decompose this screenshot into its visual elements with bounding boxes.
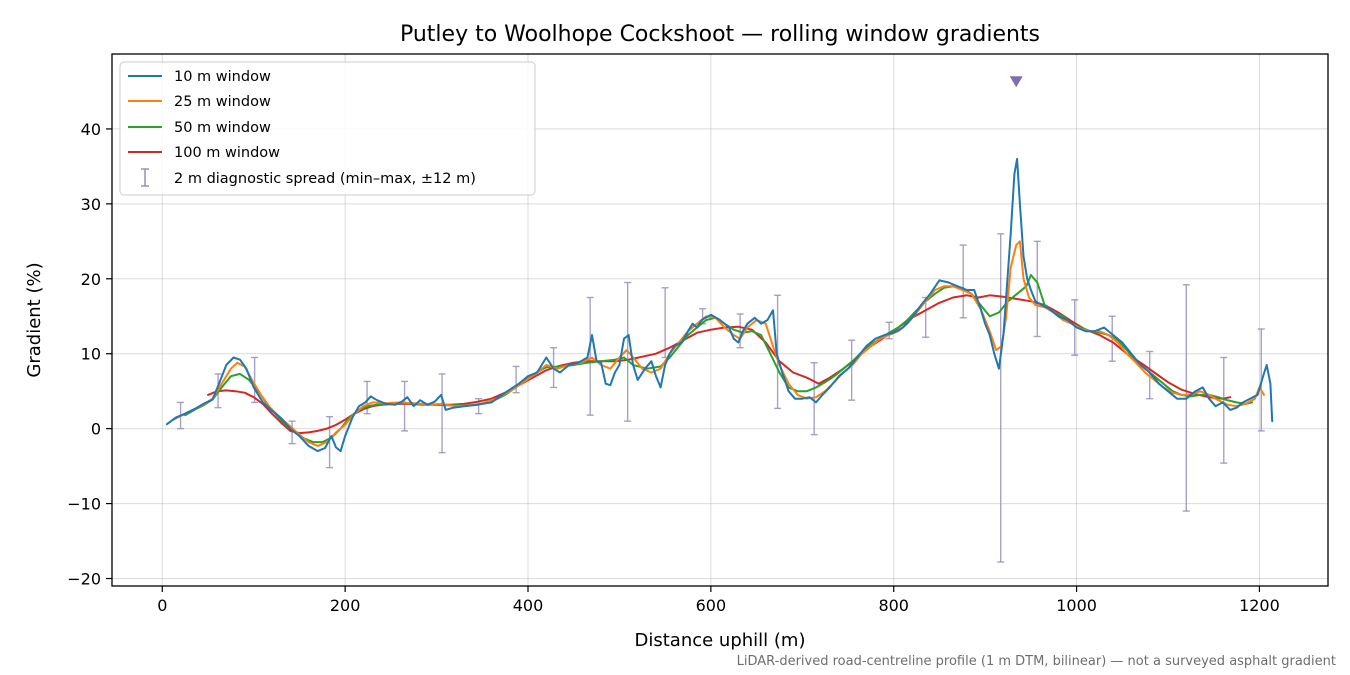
diagnostic-spread-bar (1033, 240, 1041, 338)
peak-marker (1009, 76, 1023, 88)
axis-ticks: 0 200 400 600 800 1000 1200 −20 −10 0 10 20 30 40 (67, 120, 1280, 615)
chart-title: Putley to Woolhope Cockshoot — rolling w… (400, 22, 1040, 47)
y-tick-label: 10 (81, 345, 101, 364)
y-axis-label: Gradient (%) (24, 262, 45, 377)
diagnostic-spread-bar (438, 373, 446, 454)
x-tick-label: 800 (878, 596, 909, 615)
y-tick-label: −20 (67, 570, 101, 589)
y-tick-label: 30 (81, 195, 101, 214)
y-tick-label: 0 (91, 420, 101, 439)
x-tick-label: 1200 (1239, 596, 1280, 615)
legend-label-50m: 50 m window (174, 120, 271, 136)
series-line-10-m-window (165, 157, 1274, 453)
y-tick-label: −10 (67, 495, 101, 514)
diagnostic-spread-bar (810, 362, 818, 436)
diagnostic-spread-bar (959, 244, 967, 319)
legend: 10 m window 25 m window 50 m window 100 … (119, 61, 536, 196)
diagnostic-spread-bar (586, 296, 594, 416)
x-tick-label: 600 (696, 596, 727, 615)
peak-marker-group (1009, 76, 1023, 88)
x-tick-label: 0 (157, 596, 167, 615)
diagnostic-spread-bar (1220, 356, 1228, 464)
diagnostic-spread-bar (1071, 299, 1079, 356)
diagnostic-spread-bar (997, 233, 1005, 563)
x-axis-label: Distance uphill (m) (635, 630, 806, 651)
footnote: LiDAR-derived road-centreline profile (1… (737, 654, 1336, 669)
y-tick-label: 40 (81, 120, 101, 139)
diagnostic-spread-bar (848, 339, 856, 401)
x-tick-label: 400 (513, 596, 544, 615)
diagnostic-spread-bar (401, 380, 409, 432)
plot-frame (111, 53, 1329, 587)
legend-label-spread: 2 m diagnostic spread (min–max, ±12 m) (174, 171, 476, 187)
diagnostic-spread-bar (288, 420, 296, 445)
x-tick-label: 1000 (1056, 596, 1097, 615)
legend-label-25m: 25 m window (174, 94, 271, 110)
series-lines (165, 157, 1274, 453)
legend-label-100m: 100 m window (174, 145, 280, 161)
diagnostic-spread-bar (774, 294, 782, 410)
y-tick-label: 20 (81, 270, 101, 289)
legend-label-10m: 10 m window (174, 69, 271, 85)
legend-box (119, 61, 536, 196)
diagnostic-spread-bar (251, 356, 259, 404)
diagnostic-spread-bar (326, 415, 334, 469)
x-tick-label: 200 (330, 596, 361, 615)
legend-swatch-spread (141, 168, 149, 187)
